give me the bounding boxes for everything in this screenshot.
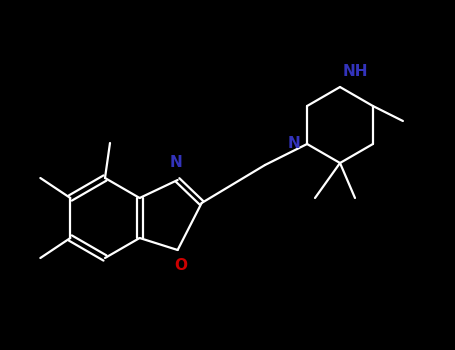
Text: NH: NH	[343, 64, 369, 79]
Text: O: O	[174, 258, 187, 273]
Text: N: N	[288, 136, 300, 152]
Text: N: N	[169, 155, 182, 170]
